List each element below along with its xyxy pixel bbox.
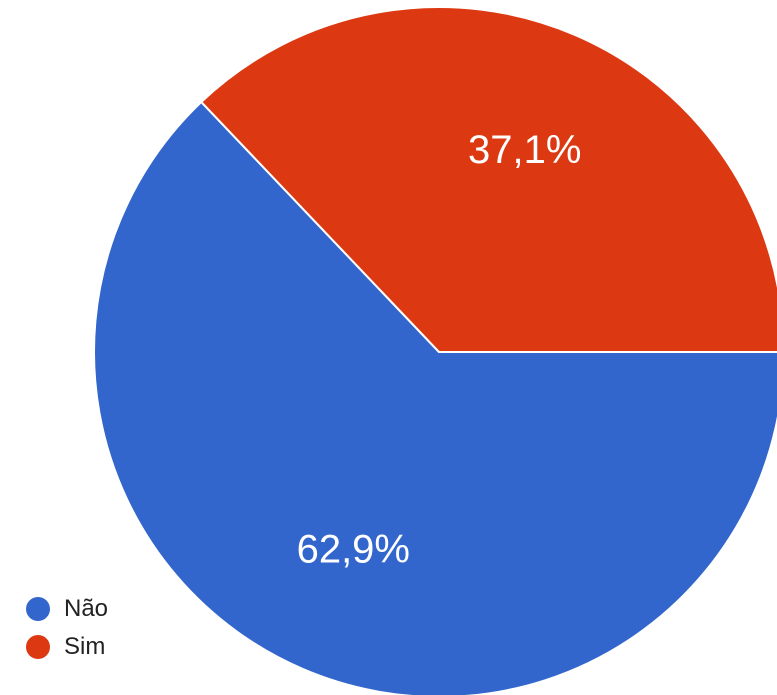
legend-item-sim[interactable]: Sim (26, 634, 108, 660)
legend-item-nao[interactable]: Não (26, 596, 108, 622)
legend-swatch-sim (26, 635, 50, 659)
slice-label-sim: 37,1% (468, 128, 581, 172)
legend-label-sim: Sim (64, 633, 106, 660)
pie-slice-sim[interactable] (199, 6, 777, 353)
legend-swatch-nao (26, 597, 50, 621)
legend-label-nao: Não (64, 595, 109, 622)
pie-slice-nao[interactable] (93, 100, 777, 695)
legend: Não Sim (26, 596, 108, 660)
slice-label-nao: 62,9% (297, 527, 410, 571)
